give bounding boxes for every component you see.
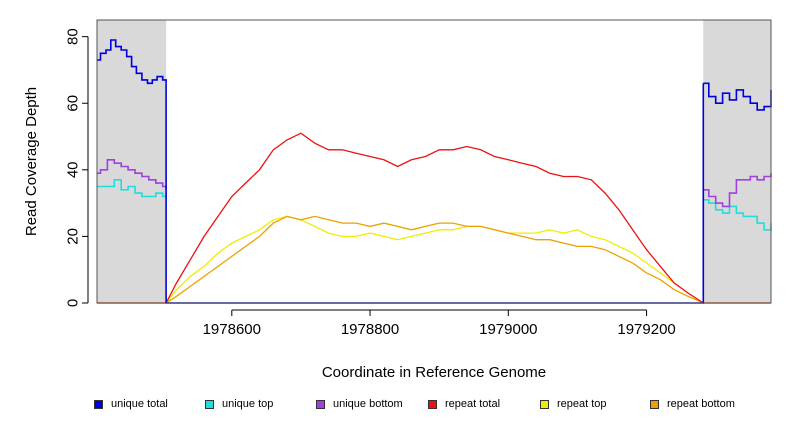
legend-label: unique top [222, 398, 274, 410]
legend-swatch [650, 399, 659, 409]
y-tick-label: 80 [64, 28, 81, 45]
flank-shade-2 [703, 20, 771, 303]
series-repeat-bottom-line-1 [97, 215, 771, 304]
series-unique-bottom-line-1 [97, 159, 167, 190]
plot-border [96, 19, 772, 304]
legend-label: repeat total [445, 398, 501, 410]
legend-swatch [316, 399, 325, 409]
legend-swatch [540, 399, 549, 409]
series-unique-top-line-2 [703, 199, 772, 231]
legend-label: unique bottom [333, 398, 403, 410]
legend-swatch [428, 399, 437, 409]
legend-item-unique-bottom: unique bottom [316, 398, 403, 410]
y-axis-title: Read Coverage Depth [23, 87, 40, 236]
x-tick-label: 1978600 [203, 321, 261, 338]
x-tick-label: 1979200 [617, 321, 675, 338]
plot-area [97, 20, 771, 303]
legend-item-unique-top: unique top [205, 398, 273, 410]
legend-item-repeat-total: repeat total [428, 398, 500, 410]
legend-label: repeat top [557, 398, 607, 410]
series-unique-top-line-1 [97, 179, 167, 198]
legend: unique total unique top unique bottom repea… [0, 398, 792, 420]
series-repeat-total-line-1 [97, 132, 771, 304]
y-tick-label: 40 [64, 161, 81, 178]
legend-swatch [94, 399, 103, 409]
series-unique-bottom-line-2 [703, 173, 772, 208]
series-repeat-top-line-1 [165, 215, 704, 304]
x-axis-title: Coordinate in Reference Genome [322, 364, 546, 381]
x-tick-label: 1978800 [341, 321, 399, 338]
y-tick-label: 20 [64, 228, 81, 245]
legend-item-repeat-top: repeat top [540, 398, 607, 410]
legend-label: unique total [111, 398, 168, 410]
legend-label: repeat bottom [667, 398, 735, 410]
x-axis: 1978600 1978800 1979000 1979200 [203, 309, 676, 338]
legend-item-unique-total: unique total [94, 398, 168, 410]
y-axis: 0 20 40 60 80 [64, 28, 89, 307]
legend-swatch [205, 399, 214, 409]
legend-item-repeat-bottom: repeat bottom [650, 398, 735, 410]
series-unique-total-line-1 [97, 39, 167, 85]
series-unique-total-line-3 [703, 82, 772, 111]
y-tick-label: 60 [64, 95, 81, 112]
y-tick-label: 0 [64, 299, 81, 307]
x-tick-label: 1979000 [479, 321, 537, 338]
